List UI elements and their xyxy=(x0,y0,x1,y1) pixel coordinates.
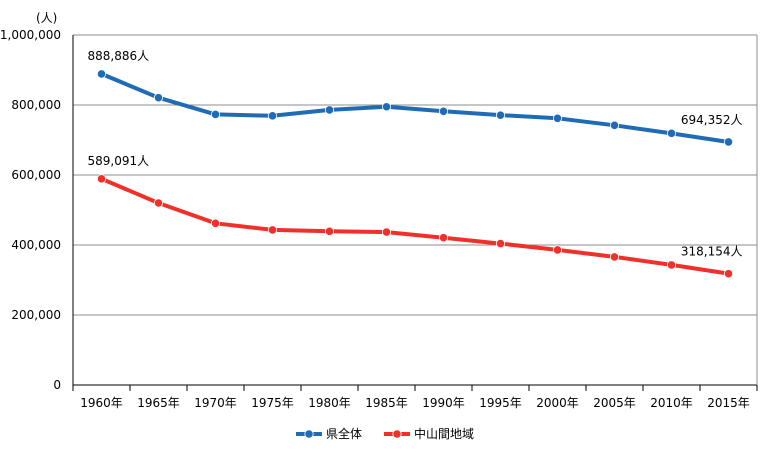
series-line-1 xyxy=(100,72,729,144)
x-tick-label: 1970年 xyxy=(194,396,237,410)
data-point xyxy=(210,109,221,120)
data-label: 589,091人 xyxy=(88,154,150,168)
x-tick-label: 1995年 xyxy=(479,396,522,410)
x-tick-label: 1980年 xyxy=(308,396,351,410)
x-tick-label: 1960年 xyxy=(80,396,123,410)
annotations: 888,886人 694,352人 589,091人 318,154人 xyxy=(88,49,743,259)
legend: 県全体 中山間地域 xyxy=(296,426,474,441)
x-tick-label: 1975年 xyxy=(251,396,294,410)
y-axis-ticks: 0 200,000 400,000 600,000 800,000 1,000,000 xyxy=(0,28,61,392)
data-point xyxy=(324,226,335,236)
data-point xyxy=(210,218,221,228)
y-axis-unit: (人) xyxy=(36,11,57,25)
y-tick-label: 400,000 xyxy=(11,238,61,252)
y-tick-label: 600,000 xyxy=(11,168,61,182)
legend-label: 中山間地域 xyxy=(414,426,474,441)
data-point xyxy=(495,110,506,120)
data-point xyxy=(609,120,620,130)
x-tick-label: 2000年 xyxy=(536,396,579,410)
data-point xyxy=(267,225,278,235)
x-tick-label: 1965年 xyxy=(137,396,180,410)
data-point xyxy=(438,233,449,243)
x-tick-label: 2005年 xyxy=(593,396,636,410)
data-point xyxy=(723,269,734,279)
data-point xyxy=(723,137,734,147)
data-point xyxy=(381,227,392,237)
data-point xyxy=(552,113,563,123)
legend-swatch-marker xyxy=(392,429,402,439)
data-point xyxy=(552,245,563,255)
gridlines xyxy=(73,34,757,316)
data-point xyxy=(324,105,335,115)
y-tick-label: 1,000,000 xyxy=(0,28,61,42)
data-point xyxy=(381,102,392,112)
y-tick-label: 0 xyxy=(53,378,61,392)
data-point xyxy=(609,252,620,262)
y-tick-label: 200,000 xyxy=(11,308,61,322)
data-label: 888,886人 xyxy=(88,49,150,63)
data-label: 318,154人 xyxy=(681,245,743,259)
legend-label: 県全体 xyxy=(326,426,362,441)
data-point xyxy=(495,239,506,249)
data-point xyxy=(267,111,278,121)
x-tick-label: 2010年 xyxy=(650,396,693,410)
data-point xyxy=(96,69,107,79)
x-axis-ticks: 1960年 1965年 1970年 1975年 1980年 1985年 1990年 1995年… xyxy=(80,396,750,410)
x-tick-label: 1990年 xyxy=(422,396,465,410)
data-point xyxy=(438,106,449,116)
data-point xyxy=(153,198,164,208)
series-line-2 xyxy=(100,176,729,276)
x-tick-label: 1985年 xyxy=(365,396,408,410)
data-point xyxy=(153,93,164,103)
data-point xyxy=(666,260,677,270)
data-label: 694,352人 xyxy=(681,113,743,127)
x-tick-label: 2015年 xyxy=(707,396,750,410)
series-group xyxy=(96,69,734,279)
y-tick-label: 800,000 xyxy=(11,98,61,112)
legend-swatch-marker xyxy=(304,429,314,439)
axes xyxy=(72,35,758,391)
data-point xyxy=(666,128,677,138)
data-point xyxy=(96,174,107,184)
